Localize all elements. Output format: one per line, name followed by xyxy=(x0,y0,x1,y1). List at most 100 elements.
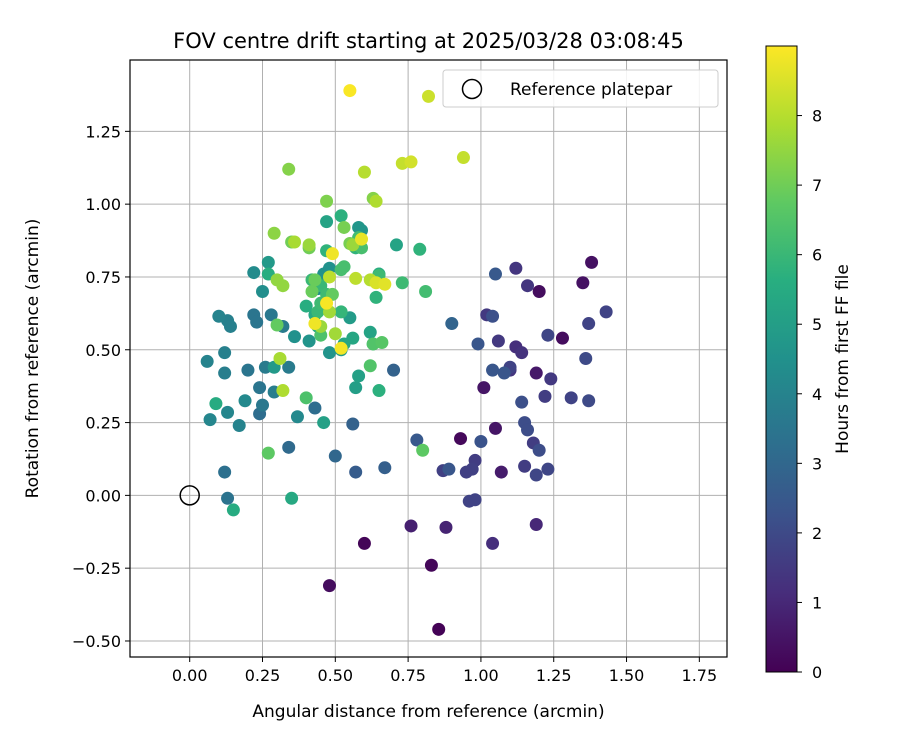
data-point xyxy=(518,459,532,473)
data-point xyxy=(459,465,473,479)
data-point xyxy=(474,434,488,448)
data-point xyxy=(468,493,482,507)
data-point xyxy=(308,273,322,287)
data-point xyxy=(282,360,296,374)
data-point xyxy=(486,536,500,550)
data-point xyxy=(346,417,360,431)
x-tick-label: 0.25 xyxy=(245,666,281,685)
data-point xyxy=(322,270,336,284)
data-point xyxy=(544,372,558,386)
data-point xyxy=(352,369,366,383)
data-point xyxy=(579,352,593,365)
data-point xyxy=(419,285,433,299)
data-point xyxy=(352,220,366,234)
data-point xyxy=(322,346,336,360)
data-point xyxy=(308,401,322,415)
y-axis-ticks: −0.50 −0.25 0.00 0.25 0.50 0.75 1.00 1.25 xyxy=(72,122,130,651)
data-point xyxy=(509,261,523,275)
data-point xyxy=(494,465,508,479)
colorbar-tick-label: 6 xyxy=(812,246,822,265)
data-point xyxy=(343,84,357,98)
data-point xyxy=(261,255,275,269)
data-point xyxy=(529,517,543,531)
colorbar-tick-label: 1 xyxy=(812,593,822,612)
data-point xyxy=(273,352,287,365)
y-tick-label: 0.75 xyxy=(85,268,121,287)
x-tick-label: 1.50 xyxy=(609,666,645,685)
data-point xyxy=(221,405,235,419)
colorbar-tick-label: 4 xyxy=(812,385,822,404)
data-point xyxy=(320,194,334,208)
data-point xyxy=(599,305,613,319)
data-point xyxy=(267,226,281,240)
colorbar-tick-label: 3 xyxy=(812,454,822,473)
data-point xyxy=(387,363,401,377)
data-point xyxy=(454,432,468,446)
data-point xyxy=(325,247,339,261)
y-tick-label: 1.00 xyxy=(85,195,121,214)
y-axis-label: Rotation from reference (arcmin) xyxy=(23,219,43,499)
data-point xyxy=(555,331,569,345)
data-point xyxy=(378,277,392,291)
data-point xyxy=(223,319,237,333)
data-point xyxy=(486,363,500,377)
data-point xyxy=(232,418,246,432)
data-point xyxy=(282,162,296,176)
x-tick-label: 1.00 xyxy=(463,666,499,685)
data-point xyxy=(253,381,267,395)
data-point xyxy=(369,290,383,304)
data-point xyxy=(532,285,546,299)
data-point xyxy=(442,462,456,476)
data-point xyxy=(290,410,304,424)
data-point xyxy=(471,337,485,351)
data-point xyxy=(456,151,470,165)
colorbar-tick-label: 8 xyxy=(812,107,822,126)
data-point xyxy=(488,421,502,435)
colorbar-tick-label: 5 xyxy=(812,315,822,334)
data-point xyxy=(445,317,459,331)
data-point xyxy=(264,308,278,322)
y-tick-label: 0.25 xyxy=(85,414,121,433)
data-point xyxy=(349,381,363,395)
data-point xyxy=(349,465,363,479)
x-tick-label: 1.25 xyxy=(536,666,572,685)
data-point xyxy=(337,220,351,234)
data-point xyxy=(285,491,299,505)
data-point xyxy=(209,397,223,411)
data-point xyxy=(564,391,578,405)
chart-title: FOV centre drift starting at 2025/03/28 … xyxy=(173,29,684,53)
y-tick-label: 1.25 xyxy=(85,122,121,141)
data-point xyxy=(477,381,491,395)
data-point xyxy=(276,384,290,398)
x-axis-ticks: 0.00 0.25 0.50 0.75 1.00 1.25 1.50 1.75 xyxy=(172,657,717,685)
data-point xyxy=(212,309,226,323)
data-points xyxy=(200,84,613,636)
data-point xyxy=(491,334,505,348)
y-tick-label: −0.25 xyxy=(72,559,121,578)
data-point xyxy=(404,155,418,169)
data-point xyxy=(334,305,348,319)
data-point xyxy=(424,558,438,572)
data-point xyxy=(256,398,270,412)
data-point xyxy=(375,335,389,349)
data-point xyxy=(247,266,261,280)
reference-platepar-point xyxy=(179,485,200,506)
legend: Reference platepar xyxy=(442,69,719,108)
data-point xyxy=(334,209,348,223)
data-point xyxy=(241,363,255,377)
data-point xyxy=(389,238,403,252)
x-tick-label: 0.00 xyxy=(172,666,208,685)
data-point xyxy=(413,242,427,256)
data-point xyxy=(334,341,348,355)
plot-frame xyxy=(129,59,728,658)
data-point xyxy=(582,317,596,331)
data-point xyxy=(497,366,511,380)
data-point xyxy=(302,238,316,252)
colorbar: 0 1 2 3 4 5 6 7 8 Hours from first FF file xyxy=(765,45,853,682)
colorbar-tick-label: 2 xyxy=(812,524,822,543)
data-point xyxy=(416,443,430,457)
colorbar-ticks: 0 1 2 3 4 5 6 7 8 xyxy=(797,107,822,682)
x-tick-label: 1.75 xyxy=(682,666,718,685)
x-tick-label: 0.50 xyxy=(317,666,353,685)
